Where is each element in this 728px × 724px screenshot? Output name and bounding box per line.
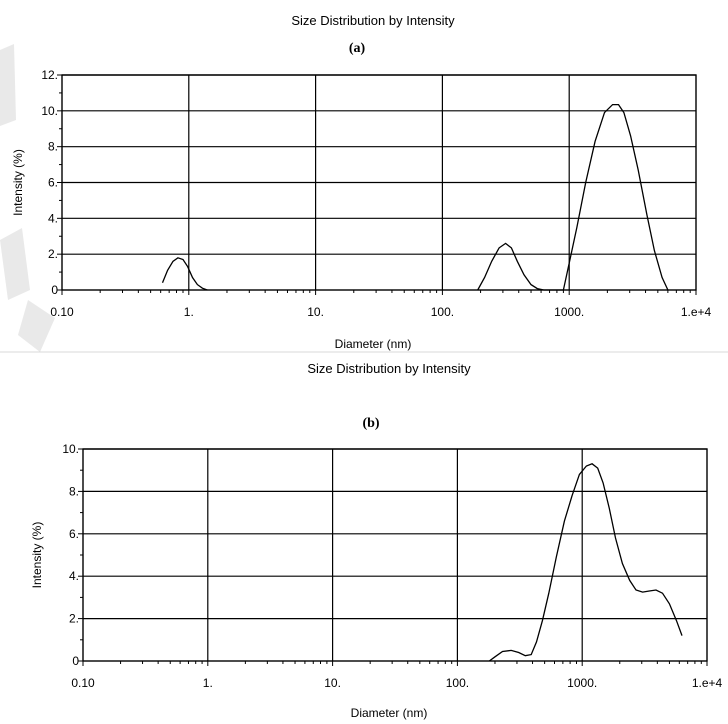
y-tick-label: 4. (48, 211, 58, 225)
chart-subtitle: (b) (362, 416, 379, 431)
x-tick-label: 1000. (567, 676, 597, 690)
chart-subtitle: (a) (349, 41, 366, 56)
plot-frame (82, 448, 708, 662)
y-tick-label: 2. (69, 612, 79, 626)
chart-b: Size Distribution by Intensity (b) 0 2. 4. 6.… (30, 361, 723, 720)
x-tick-label: 1.e+4 (681, 305, 712, 319)
y-axis-label: Intensity (%) (30, 522, 44, 589)
y-tick-label: 10. (41, 104, 58, 118)
x-tick-label: 1000. (554, 305, 584, 319)
x-axis-label: Diameter (nm) (335, 337, 412, 351)
x-tick-label: 10. (307, 305, 324, 319)
x-tick-label: 10. (324, 676, 341, 690)
y-tick-label: 12. (41, 68, 58, 82)
y-tick-label: 10. (62, 442, 79, 456)
x-tick-label: 1. (203, 676, 213, 690)
y-tick-label: 6. (48, 176, 58, 190)
x-tick-label: 1.e+4 (692, 676, 723, 690)
y-axis-label: Intensity (%) (11, 149, 25, 216)
y-tick-label: 4. (69, 569, 79, 583)
watermark-shape-3 (0, 44, 16, 126)
x-tick-label: 0.10 (71, 676, 95, 690)
watermark-shape-2 (18, 300, 55, 352)
x-axis-label: Diameter (nm) (351, 706, 428, 720)
chart-a: Size Distribution by Intensity (a) 0 2. 4. 6.… (11, 13, 712, 351)
y-tick-label: 8. (48, 140, 58, 154)
y-tick-label: 0 (72, 654, 79, 668)
x-tick-label: 1. (184, 305, 194, 319)
y-tick-label: 6. (69, 527, 79, 541)
series-line (488, 463, 683, 662)
y-tick-label: 2. (48, 247, 58, 261)
watermark-shape-1 (0, 228, 30, 300)
x-tick-label: 0.10 (50, 305, 74, 319)
y-tick-label: 8. (69, 484, 79, 498)
x-tick-label: 100. (446, 676, 469, 690)
chart-title: Size Distribution by Intensity (307, 361, 471, 376)
series-line (161, 103, 669, 291)
chart-title: Size Distribution by Intensity (291, 13, 455, 28)
y-tick-label: 0 (51, 283, 58, 297)
x-tick-label: 100. (431, 305, 454, 319)
